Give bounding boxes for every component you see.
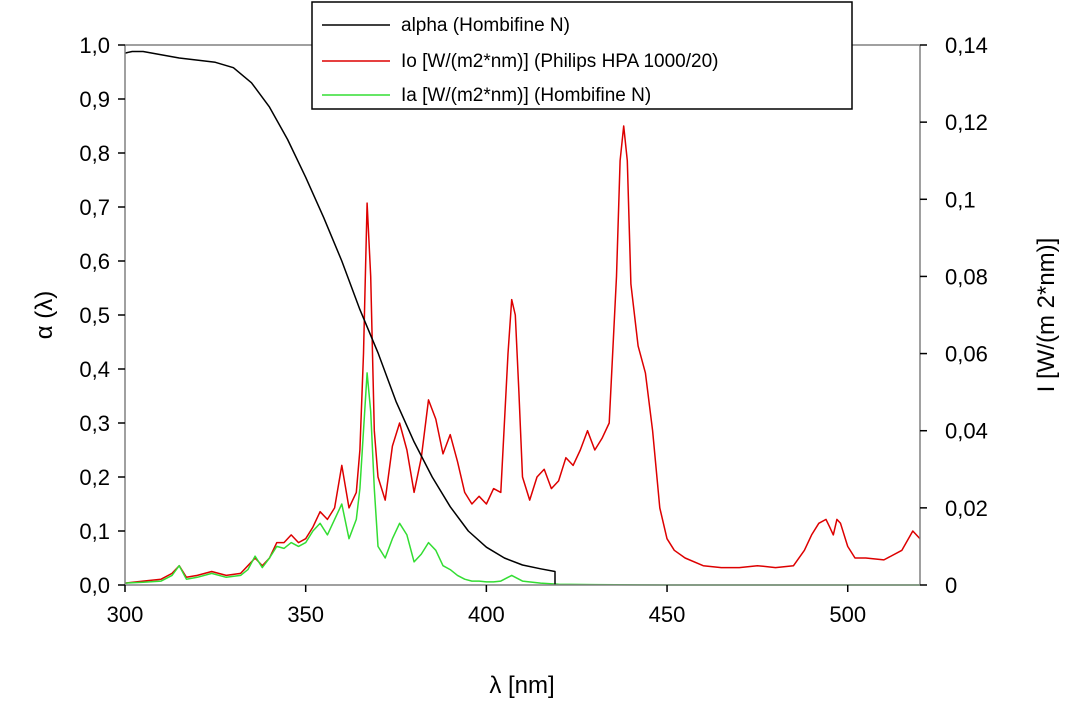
y-left-tick-label: 0,0 — [79, 573, 110, 598]
y-left-tick-label: 0,2 — [79, 465, 110, 490]
y-left-tick-label: 0,9 — [79, 87, 110, 112]
y-right-tick-label: 0,14 — [945, 33, 988, 58]
series-line-ia — [124, 372, 920, 586]
y-right-tick-label: 0 — [945, 573, 957, 598]
x-tick-label: 450 — [649, 602, 686, 627]
legend-label-ia: Ia [W/(m2*nm)] (Hombifine N) — [401, 85, 651, 106]
x-tick-label: 300 — [107, 602, 144, 627]
legend-box — [311, 1, 853, 110]
y-right-axis-title: I [W/(m 2*nm)] — [1033, 238, 1060, 393]
series-layer — [124, 50, 921, 586]
y-right-tick-label: 0,04 — [945, 419, 988, 444]
x-tick-label: 350 — [287, 602, 324, 627]
x-tick-label: 400 — [468, 602, 505, 627]
y-right-tick-label: 0,08 — [945, 264, 988, 289]
y-left-axis-title: α (λ) — [31, 291, 58, 340]
y-left-tick-label: 0,8 — [79, 141, 110, 166]
y-right-tick-label: 0,06 — [945, 342, 988, 367]
y-left-tick-label: 0,3 — [79, 411, 110, 436]
legend-label-alpha: alpha (Hombifine N) — [401, 15, 570, 36]
y-left-tick-label: 0,4 — [79, 357, 110, 382]
legend: alpha (Hombifine N) Io [W/(m2*nm)] (Phil… — [311, 1, 853, 110]
y-right-tick-label: 0,02 — [945, 496, 988, 521]
y-left-tick-label: 0,1 — [79, 519, 110, 544]
y-left-tick-label: 1,0 — [79, 33, 110, 58]
series-line-io — [124, 125, 921, 584]
y-right-tick-label: 0,1 — [945, 187, 976, 212]
x-axis-title: λ [nm] — [489, 672, 554, 699]
y-right-tick-label: 0,12 — [945, 110, 988, 135]
ticks-layer: 300 350 400 450 500 0,0 0,1 0,2 0,3 0,4 0,5 0,6 0,7 0… — [79, 33, 987, 627]
series-line-alpha — [124, 50, 556, 585]
y-left-tick-label: 0,6 — [79, 249, 110, 274]
plot-area — [125, 45, 920, 585]
x-tick-label: 500 — [829, 602, 866, 627]
y-left-tick-label: 0,7 — [79, 195, 110, 220]
y-left-tick-label: 0,5 — [79, 303, 110, 328]
legend-label-io: Io [W/(m2*nm)] (Philips HPA 1000/20) — [401, 51, 718, 72]
